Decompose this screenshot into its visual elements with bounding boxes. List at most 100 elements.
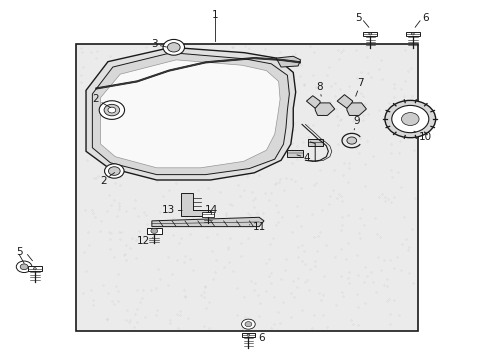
Bar: [242, 333, 254, 337]
Point: [380, 257, 387, 263]
Point: [337, 228, 345, 233]
Point: [339, 136, 346, 141]
Point: [94, 173, 102, 179]
Point: [80, 290, 87, 296]
Point: [169, 62, 177, 67]
Point: [336, 246, 344, 251]
Point: [337, 116, 345, 122]
Point: [200, 289, 208, 294]
Point: [247, 189, 255, 195]
Point: [244, 45, 252, 51]
Point: [361, 300, 368, 306]
Point: [223, 246, 231, 252]
Point: [361, 161, 368, 167]
Point: [401, 236, 409, 242]
Point: [360, 264, 368, 270]
Point: [376, 57, 384, 63]
Polygon shape: [336, 95, 352, 108]
Point: [112, 283, 120, 289]
Point: [126, 245, 134, 251]
Point: [168, 84, 176, 90]
Point: [117, 229, 124, 235]
Point: [176, 68, 183, 74]
Point: [106, 230, 114, 235]
Point: [404, 247, 411, 253]
Point: [270, 294, 278, 300]
Point: [122, 208, 130, 214]
Point: [198, 47, 206, 53]
Point: [363, 54, 370, 60]
Point: [103, 316, 111, 321]
Circle shape: [167, 42, 180, 52]
Point: [294, 275, 302, 281]
Point: [296, 56, 304, 62]
Point: [243, 74, 250, 80]
Point: [247, 165, 255, 170]
Point: [132, 256, 140, 261]
Point: [196, 82, 203, 88]
Point: [199, 220, 207, 226]
Point: [334, 191, 342, 197]
Point: [398, 241, 406, 247]
Point: [151, 118, 159, 124]
Point: [185, 256, 193, 262]
Point: [231, 60, 239, 66]
Circle shape: [20, 264, 28, 270]
Point: [220, 141, 227, 147]
Point: [269, 235, 277, 241]
Point: [305, 266, 313, 272]
Point: [93, 150, 101, 156]
Point: [324, 102, 332, 108]
Point: [334, 141, 342, 147]
Point: [338, 172, 346, 178]
Point: [337, 198, 345, 204]
Point: [356, 69, 364, 75]
Point: [124, 154, 132, 159]
Point: [300, 261, 308, 267]
Point: [177, 43, 184, 49]
Point: [154, 266, 162, 271]
Point: [230, 141, 238, 147]
Point: [221, 210, 229, 216]
Point: [97, 219, 105, 224]
Point: [243, 173, 251, 179]
Point: [325, 99, 333, 105]
Point: [376, 267, 384, 273]
Point: [388, 120, 396, 126]
Point: [173, 67, 181, 72]
Point: [280, 105, 288, 111]
Point: [110, 254, 118, 260]
Point: [80, 249, 87, 255]
Point: [205, 325, 213, 330]
Point: [374, 107, 382, 113]
Point: [235, 109, 243, 115]
Point: [106, 53, 114, 59]
Point: [378, 76, 386, 82]
Point: [364, 111, 371, 116]
Point: [386, 141, 394, 147]
Circle shape: [401, 113, 418, 126]
Point: [355, 135, 363, 141]
Point: [261, 260, 269, 266]
Point: [188, 214, 196, 220]
Point: [346, 317, 354, 323]
Point: [328, 187, 336, 193]
Text: 6: 6: [422, 13, 428, 23]
Point: [352, 291, 360, 297]
Point: [154, 61, 162, 67]
Point: [237, 253, 244, 259]
Point: [408, 280, 416, 285]
Point: [110, 77, 118, 83]
Point: [343, 107, 351, 112]
Point: [77, 72, 85, 78]
Point: [362, 274, 370, 279]
Point: [392, 125, 400, 130]
Point: [180, 260, 187, 265]
Point: [297, 242, 305, 248]
Point: [89, 297, 97, 302]
Point: [231, 101, 239, 107]
Point: [116, 236, 123, 242]
Point: [212, 257, 220, 262]
Point: [409, 147, 417, 153]
Point: [397, 86, 405, 92]
